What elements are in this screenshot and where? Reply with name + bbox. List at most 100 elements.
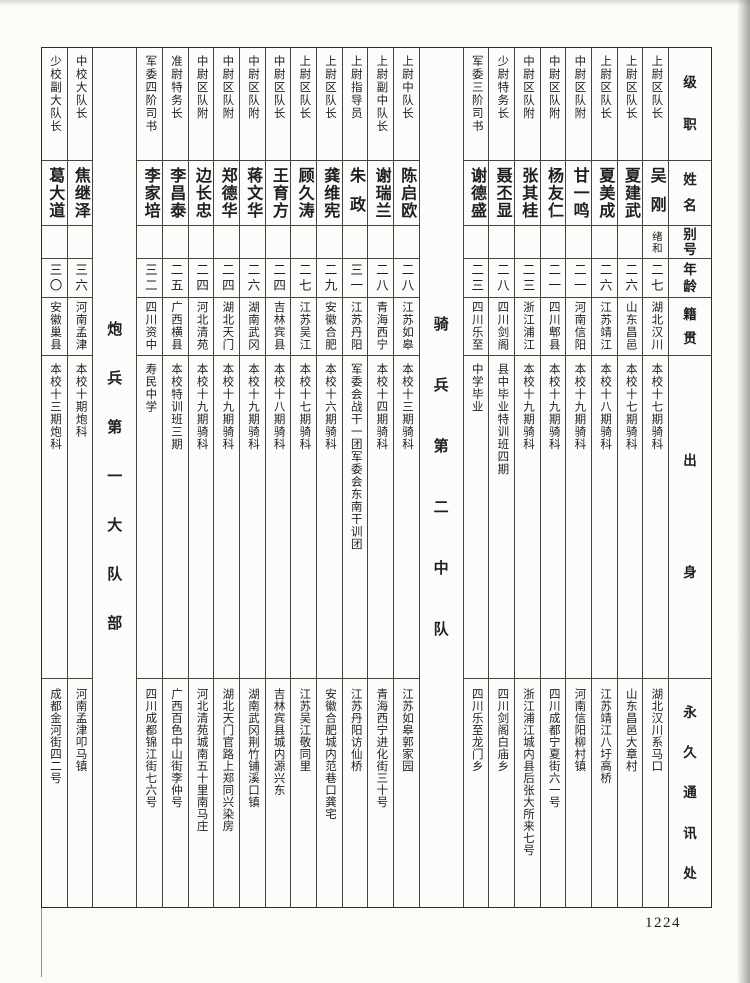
- native-place-text: 四川剑阁: [496, 301, 509, 351]
- native-place-cell: 河北清苑: [188, 298, 214, 356]
- address-text: 湖北天门官路上郑同兴染房: [221, 688, 234, 832]
- native-place-text: 青海西宁: [375, 301, 388, 351]
- native-place-cell: 湖北天门: [214, 298, 239, 356]
- background-text: 军委会战干一团军委会东南干训团: [349, 363, 362, 551]
- native-place-cell: 山东昌邑: [617, 298, 643, 356]
- address-cell: 江苏吴江敬同里: [291, 679, 316, 907]
- native-place-cell: 安徽巢县: [41, 298, 67, 356]
- person-column: 中尉区队附 郑德华 二四 湖北天门 本校十九期骑科 湖北天门官路上郑同兴染房: [213, 48, 239, 907]
- age-text: 二五: [168, 262, 183, 294]
- header-cell-native: 籍贯: [669, 298, 711, 356]
- name-cell: 吴刚: [643, 161, 668, 226]
- rank-text: 上尉区队长: [298, 55, 311, 120]
- rank-cell: 上尉指导员: [342, 48, 368, 161]
- name-cell: 夏建武: [617, 161, 643, 226]
- age-cell: 二一: [566, 259, 591, 298]
- address-text: 江苏靖江八圩高桥: [599, 688, 612, 784]
- background-cell: 本校十七期骑科: [643, 356, 668, 679]
- header-column: 级职 姓名 别号 年龄 籍贯 出身 永久通讯处: [668, 48, 711, 907]
- rank-cell: 中尉区队附: [214, 48, 239, 161]
- scan-edge-top: [0, 0, 750, 6]
- age-cell: 二四: [265, 259, 291, 298]
- rank-cell: 上尉区队长: [316, 48, 342, 161]
- age-text: 二七: [648, 262, 663, 294]
- address-text: 湖南武冈荆竹铺溪口镇: [247, 688, 259, 808]
- alias-cell: [591, 226, 617, 259]
- native-place-text: 吉林宾县: [272, 301, 285, 351]
- rank-text: 上尉区队长: [599, 55, 612, 120]
- address-cell: 广西百色中山街李仲号: [163, 679, 188, 907]
- background-text: 本校十九期骑科: [195, 363, 208, 451]
- name-cell: 朱政: [342, 161, 368, 226]
- background-cell: 寿民中学: [137, 356, 162, 679]
- alias-cell: [137, 226, 162, 259]
- rank-cell: 中尉区队长: [265, 48, 291, 161]
- background-text: 本校十三期炮科: [48, 363, 61, 451]
- section-title: 炮兵第一大队部: [107, 322, 123, 632]
- background-cell: 本校十九期骑科: [540, 356, 566, 679]
- native-place-text: 四川郫县: [547, 301, 560, 351]
- age-text: 三二: [142, 262, 157, 294]
- background-text: 本校十六期骑科: [324, 363, 337, 451]
- age-cell: 二四: [214, 259, 239, 298]
- person-column: 上尉区队长 龚维宪 二九 安徽合肥 本校十六期骑科 安徽合肥城内范巷口龚宅: [315, 48, 342, 907]
- rank-cell: 上尉副中队长: [368, 48, 393, 161]
- rank-text: 中校大队长: [74, 55, 87, 120]
- person-name: 焦继泽: [71, 167, 89, 220]
- address-text: 江苏吴江敬同里: [298, 688, 311, 772]
- address-cell: 四川剑阁白庙乡: [489, 679, 514, 907]
- native-place-text: 江苏靖江: [599, 301, 612, 351]
- section-divider-column: 炮兵第一大队部: [92, 48, 136, 907]
- person-column: 上尉区队长 夏美成 二六 江苏靖江 本校十八期骑科 江苏靖江八圩高桥: [590, 48, 617, 907]
- person-name: 李昌泰: [167, 167, 185, 220]
- background-text: 本校十九期骑科: [247, 363, 259, 451]
- name-cell: 边长忠: [188, 161, 214, 226]
- address-cell: 四川乐至龙门乡: [464, 679, 489, 907]
- alias-cell: [188, 226, 214, 259]
- age-text: 二六: [245, 262, 260, 294]
- person-column: 上尉指导员 朱政 三一 江苏丹阳 军委会战干一团军委会东南干训团 江苏丹阳访仙桥: [341, 48, 368, 907]
- name-cell: 张其桂: [514, 161, 540, 226]
- address-text: 青海西宁进化街三十号: [375, 688, 388, 808]
- rank-cell: 准尉特务长: [162, 48, 188, 161]
- name-cell: 郑德华: [214, 161, 239, 226]
- background-cell: 本校十九期骑科: [214, 356, 239, 679]
- alias-cell: [566, 226, 591, 259]
- person-name: 龚维宪: [321, 167, 339, 220]
- address-cell: 江苏如皋郭家园: [394, 679, 419, 907]
- native-place-text: 河南信阳: [573, 301, 586, 351]
- age-text: 三六: [73, 262, 88, 294]
- background-cell: 中学毕业: [463, 356, 489, 679]
- address-cell: 安徽合肥城内范巷口龚宅: [317, 679, 342, 907]
- rank-text: 中尉区队附: [221, 55, 234, 120]
- address-text: 四川剑阁白庙乡: [496, 688, 509, 772]
- rank-text: 上尉中队长: [401, 55, 414, 120]
- address-text: 河南孟津叩马镇: [74, 688, 87, 772]
- background-cell: 本校十三期炮科: [41, 356, 67, 679]
- native-place-cell: 吉林宾县: [265, 298, 291, 356]
- person-column: 上尉副中队长 谢瑞兰 二八 青海西宁 本校十四期骑科 青海西宁进化街三十号: [367, 48, 393, 907]
- rank-text: 少校副大队长: [48, 55, 61, 133]
- age-text: 二四: [194, 262, 209, 294]
- native-place-text: 安徽巢县: [48, 301, 61, 351]
- native-place-cell: 四川郫县: [540, 298, 566, 356]
- native-place-cell: 江苏靖江: [591, 298, 617, 356]
- person-column: 少尉特务长 聂丕显 二八 四川剑阁 县中毕业特训班四期 四川剑阁白庙乡: [488, 48, 514, 907]
- person-name: 张其桂: [519, 167, 537, 220]
- name-cell: 杨友仁: [540, 161, 566, 226]
- background-text: 本校十七期骑科: [650, 363, 663, 451]
- age-text: 二三: [469, 262, 484, 294]
- person-column: 军委四阶司书 李家培 三二 四川资中 寿民中学 四川成都锦江街七六号: [136, 48, 162, 907]
- rank-cell: 上尉区队长: [591, 48, 617, 161]
- name-cell: 聂丕显: [489, 161, 514, 226]
- person-name: 王育方: [269, 167, 287, 220]
- background-cell: 本校十六期骑科: [316, 356, 342, 679]
- address-text: 四川乐至龙门乡: [470, 688, 483, 772]
- person-name: 葛大道: [46, 167, 64, 220]
- rank-cell: 中校大队长: [67, 48, 93, 161]
- native-place-cell: 安徽合肥: [316, 298, 342, 356]
- background-text: 本校十三期骑科: [401, 363, 414, 451]
- native-place-cell: 河南信阳: [566, 298, 591, 356]
- address-cell: 山东昌邑大章村: [618, 679, 643, 907]
- native-place-text: 安徽合肥: [324, 301, 337, 351]
